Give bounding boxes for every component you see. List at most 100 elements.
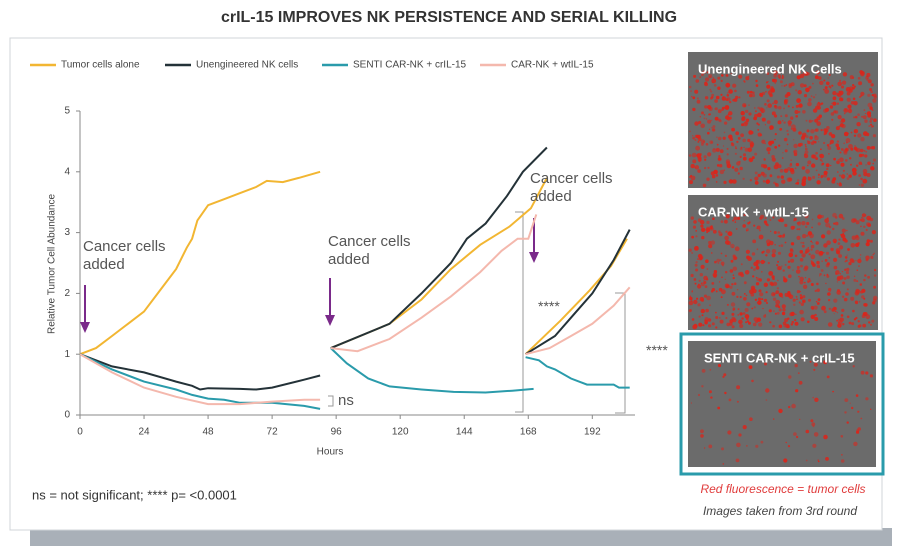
fluorescence-speckle	[788, 406, 790, 408]
fluorescence-speckle	[766, 291, 768, 293]
fluorescence-speckle	[801, 221, 805, 225]
fluorescence-speckle	[800, 265, 803, 268]
fluorescence-speckle	[856, 289, 861, 294]
fluorescence-speckle	[701, 236, 704, 239]
fluorescence-speckle	[810, 241, 812, 243]
fluorescence-speckle	[867, 146, 871, 150]
fluorescence-speckle	[755, 110, 757, 112]
fluorescence-speckle	[691, 176, 696, 181]
fluorescence-speckle	[864, 154, 867, 157]
fluorescence-speckle	[868, 321, 870, 323]
fluorescence-speckle	[725, 240, 730, 245]
annotation: Cancer cells added	[530, 170, 625, 206]
fluorescence-speckle	[833, 299, 837, 303]
fluorescence-speckle	[691, 96, 692, 97]
fluorescence-speckle	[826, 168, 828, 170]
fluorescence-speckle	[724, 392, 726, 394]
fluorescence-speckle	[839, 91, 841, 93]
fluorescence-speckle	[865, 371, 868, 374]
fluorescence-speckle	[732, 292, 736, 296]
fluorescence-speckle	[785, 149, 788, 152]
fluorescence-speckle	[700, 434, 704, 438]
fluorescence-speckle	[812, 219, 813, 220]
fluorescence-speckle	[748, 112, 751, 115]
fluorescence-speckle	[791, 321, 794, 324]
fluorescence-speckle	[860, 95, 862, 97]
fluorescence-speckle	[722, 264, 724, 266]
fluorescence-speckle	[755, 445, 758, 448]
fluorescence-speckle	[826, 163, 830, 167]
fluorescence-speckle	[717, 407, 720, 410]
fluorescence-speckle	[702, 369, 706, 373]
fluorescence-speckle	[799, 381, 803, 385]
fluorescence-speckle	[702, 324, 704, 326]
fluorescence-speckle	[691, 252, 693, 254]
fluorescence-speckle	[765, 91, 767, 93]
fluorescence-speckle	[824, 218, 829, 223]
fluorescence-speckle	[764, 283, 768, 287]
fluorescence-speckle	[812, 83, 814, 85]
fluorescence-speckle	[855, 116, 858, 119]
fluorescence-speckle	[862, 179, 867, 184]
fluorescence-image: SENTI CAR-NK + crIL-15	[688, 341, 876, 467]
fluorescence-speckle	[735, 131, 739, 135]
fluorescence-speckle	[873, 253, 875, 255]
fluorescence-speckle	[732, 220, 734, 222]
fluorescence-speckle	[697, 169, 701, 173]
fluorescence-speckle	[837, 277, 841, 281]
fluorescence-speckle	[798, 90, 802, 94]
fluorescence-speckle	[842, 229, 846, 233]
fluorescence-speckle	[745, 314, 750, 319]
fluorescence-speckle	[842, 282, 845, 285]
fluorescence-speckle	[697, 303, 700, 306]
fluorescence-speckle	[705, 285, 708, 288]
fluorescence-speckle	[692, 153, 697, 158]
fluorescence-speckle	[704, 155, 707, 158]
fluorescence-speckle	[733, 274, 735, 276]
fluorescence-speckle	[863, 279, 865, 281]
fluorescence-speckle	[691, 216, 694, 219]
fluorescence-speckle	[870, 409, 871, 410]
fluorescence-speckle	[836, 126, 840, 130]
fluorescence-speckle	[855, 172, 857, 174]
fluorescence-speckle	[858, 81, 862, 85]
fluorescence-speckle	[792, 170, 794, 172]
fluorescence-speckle	[783, 278, 787, 282]
fluorescence-speckle	[857, 259, 861, 263]
fluorescence-speckle	[767, 167, 770, 170]
fluorescence-speckle	[719, 281, 720, 282]
fluorescence-speckle	[689, 249, 692, 252]
fluorescence-speckle	[820, 176, 822, 178]
fluorescence-speckle	[777, 312, 780, 315]
fluorescence-speckle	[718, 119, 721, 122]
fluorescence-speckle	[766, 147, 771, 152]
fluorescence-speckle	[771, 86, 774, 89]
fluorescence-speckle	[695, 283, 697, 285]
fluorescence-speckle	[808, 231, 812, 235]
fluorescence-speckle	[711, 127, 712, 128]
fluorescence-speckle	[858, 320, 860, 322]
fluorescence-speckle	[811, 283, 814, 286]
fluorescence-speckle	[735, 146, 737, 148]
fluorescence-speckle	[787, 133, 789, 135]
fluorescence-speckle	[707, 268, 709, 270]
fluorescence-speckle	[831, 85, 833, 87]
fluorescence-speckle	[707, 167, 709, 169]
fluorescence-speckle	[766, 85, 770, 89]
fluorescence-speckle	[841, 122, 843, 124]
fluorescence-speckle	[851, 243, 856, 248]
fluorescence-speckle	[828, 299, 830, 301]
fluorescence-speckle	[774, 100, 778, 104]
fluorescence-speckle	[701, 228, 705, 232]
fluorescence-speckle	[710, 369, 712, 371]
fluorescence-speckle	[726, 285, 729, 288]
fluorescence-speckle	[817, 289, 820, 292]
fluorescence-speckle	[699, 153, 702, 156]
fluorescence-speckle	[847, 288, 849, 290]
fluorescence-speckle	[745, 321, 747, 323]
fluorescence-speckle	[837, 183, 839, 185]
fluorescence-speckle	[813, 426, 815, 428]
fluorescence-speckle	[695, 139, 697, 141]
fluorescence-speckle	[759, 278, 762, 281]
fluorescence-speckle	[711, 120, 712, 121]
